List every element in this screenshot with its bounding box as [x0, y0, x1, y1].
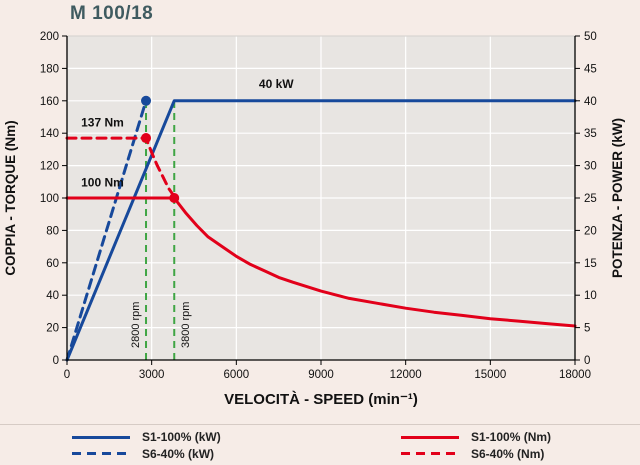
tick-label-left: 200	[40, 31, 59, 43]
legend-dashed-line-swatch	[72, 452, 130, 456]
legend-label: S6-40% (kW)	[142, 446, 215, 461]
tick-label-right: 10	[584, 290, 597, 302]
tick-label-left: 160	[40, 96, 59, 108]
legend-item-1: S6-40% (kW)	[72, 447, 291, 461]
series-s1-100-kw	[65, 99, 577, 362]
tick-label-right: 30	[584, 161, 597, 173]
tick-label-right: 15	[584, 258, 597, 270]
tick-label-left: 80	[46, 225, 59, 237]
chart-title: M 100/18	[70, 3, 154, 24]
tick-label-right: 45	[584, 63, 597, 75]
legend-solid-line-swatch	[401, 435, 459, 439]
chart-legend: S1-100% (kW) S6-40% (kW) S1-100% (Nm) S6-40…	[0, 424, 640, 465]
series-s1-100-nm	[65, 196, 577, 328]
tick-label-bottom: 18000	[559, 369, 591, 381]
tick-label-bottom: 0	[64, 369, 70, 381]
legend-item-2: S1-100% (Nm)	[401, 430, 620, 444]
annotation: 137 Nm	[81, 116, 124, 130]
tick-label-bottom: 6000	[224, 369, 250, 381]
x-axis-title: VELOCITÀ - SPEED (min⁻¹)	[224, 391, 418, 408]
series-s6-40-kw	[65, 99, 148, 362]
legend-label: S1-100% (kW)	[142, 430, 221, 445]
tick-label-left: 0	[53, 355, 59, 367]
marker-dot	[141, 133, 152, 144]
tick-label-right: 5	[584, 323, 590, 335]
tick-label-left: 60	[46, 258, 59, 270]
marker-dot	[169, 193, 180, 203]
tick-label-right: 20	[584, 225, 597, 237]
tick-label-right: 25	[584, 193, 597, 205]
legend-solid-line-swatch	[72, 435, 130, 439]
tick-label-left: 100	[40, 193, 59, 205]
legend-item-3: S6-40% (Nm)	[401, 447, 620, 461]
tick-label-bottom: 3000	[139, 369, 165, 381]
guide-label: 3800 rpm	[180, 302, 192, 348]
tick-label-right: 50	[584, 31, 597, 43]
tick-label-left: 40	[46, 290, 59, 302]
guide-label: 2800 rpm	[130, 302, 142, 348]
marker-dot	[141, 95, 152, 106]
tick-label-bottom: 15000	[474, 369, 506, 381]
tick-label-bottom: 12000	[390, 369, 422, 381]
legend-label: S6-40% (Nm)	[471, 446, 545, 461]
y-axis-title-right: POTENZA - POWER (kW)	[610, 118, 625, 278]
legend-dashed-line-swatch	[401, 452, 459, 456]
tick-label-left: 120	[40, 161, 59, 173]
tick-label-left: 20	[46, 323, 59, 335]
y-axis-title-left: COPPIA - TORQUE (Nm)	[3, 120, 18, 275]
tick-label-right: 35	[584, 128, 597, 140]
tick-label-left: 180	[40, 63, 59, 75]
tick-label-left: 140	[40, 128, 59, 140]
legend-item-0: S1-100% (kW)	[72, 430, 291, 444]
tick-label-bottom: 9000	[308, 369, 334, 381]
annotation: 100 Nm	[81, 176, 124, 190]
chart-plot: 2800 rpm 3800 rpm 40 kW 137 Nm 100 Nm 0 20 40 60…	[3, 31, 625, 408]
annotation: 40 kW	[259, 77, 294, 91]
tick-label-right: 40	[584, 96, 597, 108]
tick-label-right: 0	[584, 355, 590, 367]
legend-label: S1-100% (Nm)	[471, 430, 552, 445]
